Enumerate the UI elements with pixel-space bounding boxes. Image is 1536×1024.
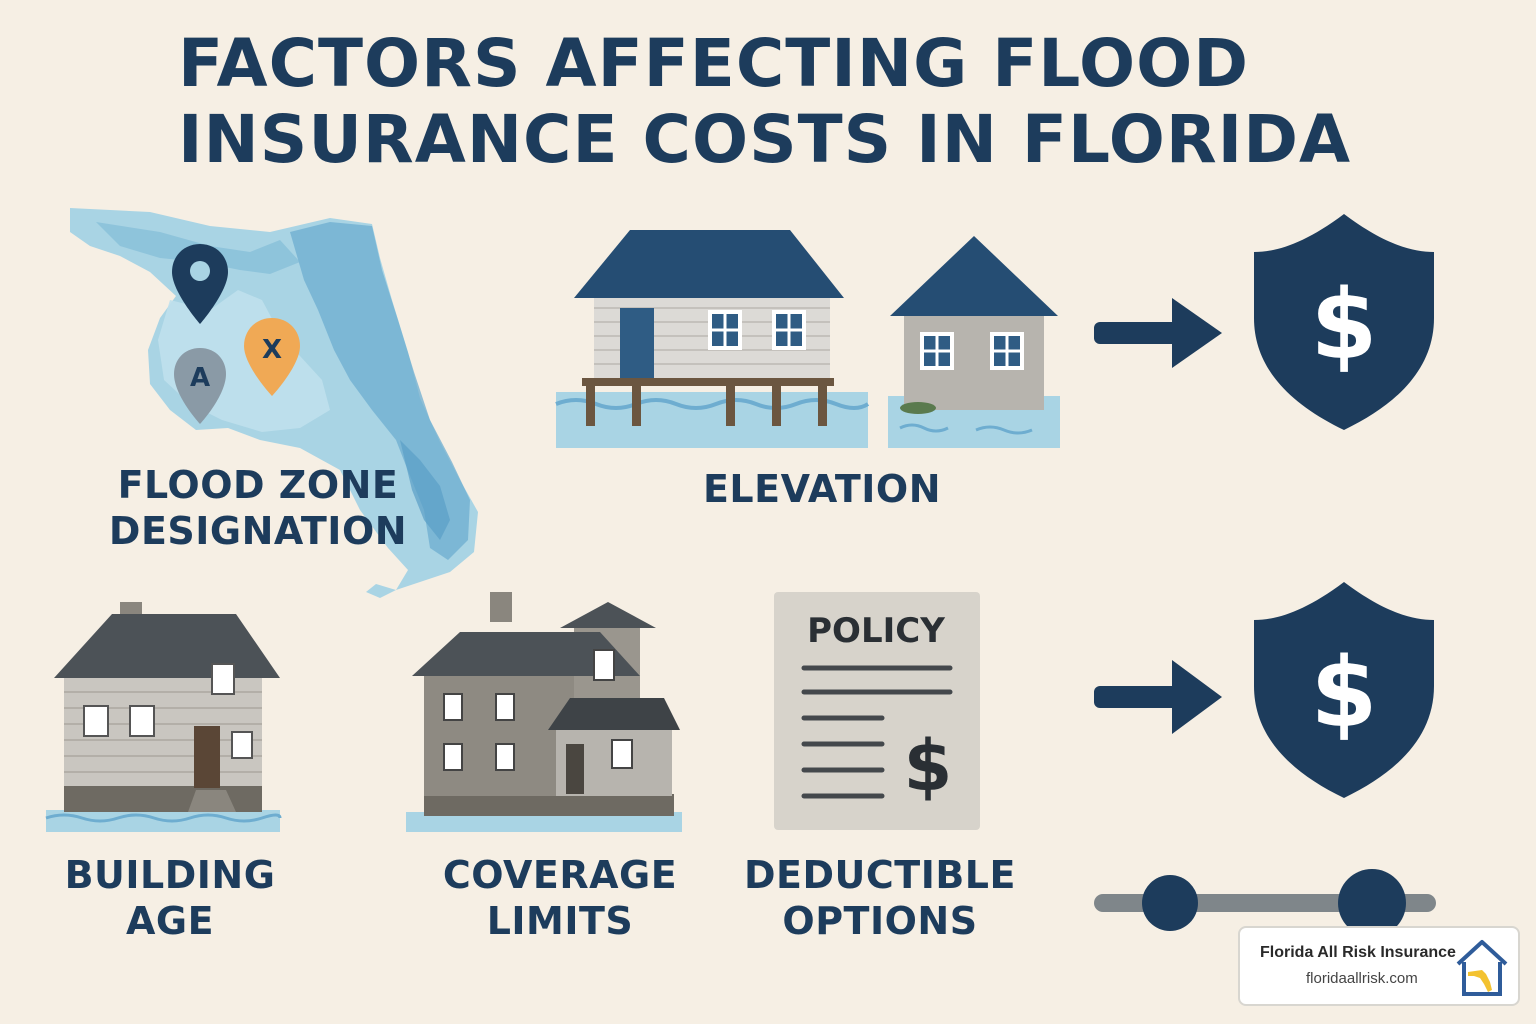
policy-document-icon — [774, 592, 980, 830]
brand-house-logo-icon — [1456, 940, 1508, 996]
ground-level-house-icon — [888, 236, 1060, 448]
brand-badge[interactable]: Florida All Risk Insurance floridaallris… — [1238, 926, 1520, 1006]
label-deductible-options: DEDUCTIBLE OPTIONS — [732, 852, 1028, 944]
brand-name: Florida All Risk Insurance — [1260, 944, 1456, 961]
label-coverage-limits: COVERAGE LIMITS — [420, 852, 700, 944]
page-title: FACTORS AFFECTING FLOOD INSURANCE COSTS … — [178, 26, 1351, 178]
brand-url[interactable]: floridaallrisk.com — [1306, 970, 1418, 987]
title-line-2: INSURANCE COSTS IN FLORIDA — [178, 101, 1352, 178]
label-building-age-line1: BUILDING — [64, 853, 276, 897]
deductible-slider-icon — [1094, 869, 1436, 937]
shield-dollar-icon-2 — [1254, 582, 1434, 798]
label-flood-zone-line1: FLOOD ZONE — [117, 463, 399, 507]
policy-heading: POLICY — [807, 611, 945, 651]
shield-dollar-icon — [1254, 214, 1434, 430]
zone-a-pin-icon — [174, 348, 226, 424]
shield-dollar-symbol: $ — [1311, 269, 1378, 381]
label-flood-zone-line2: DESIGNATION — [108, 509, 408, 553]
arrow-right-icon — [1094, 298, 1222, 368]
label-coverage-limits-line2: LIMITS — [486, 899, 634, 943]
label-elevation-line1: ELEVATION — [702, 467, 942, 511]
title-line-1: FACTORS AFFECTING FLOOD — [178, 25, 1250, 102]
shield-dollar-symbol-2: $ — [1311, 637, 1378, 749]
two-story-house-icon — [406, 592, 682, 832]
policy-dollar-symbol: $ — [904, 725, 953, 807]
label-coverage-limits-line1: COVERAGE — [442, 853, 678, 897]
arrow-right-icon-2 — [1094, 660, 1222, 734]
label-building-age: BUILDING AGE — [50, 852, 290, 944]
label-building-age-line2: AGE — [125, 899, 215, 943]
old-house-icon — [45, 602, 282, 832]
label-elevation: ELEVATION — [672, 466, 972, 512]
label-flood-zone: FLOOD ZONE DESIGNATION — [100, 462, 416, 554]
label-deductible-options-line2: OPTIONS — [782, 899, 978, 943]
zone-x-label: X — [262, 335, 282, 365]
florida-map — [70, 208, 478, 598]
elevated-house-icon — [555, 230, 870, 448]
zone-a-label: A — [190, 363, 210, 393]
location-pin-icon — [172, 244, 228, 324]
zone-x-pin-icon — [244, 318, 300, 396]
label-deductible-options-line1: DEDUCTIBLE — [744, 853, 1016, 897]
